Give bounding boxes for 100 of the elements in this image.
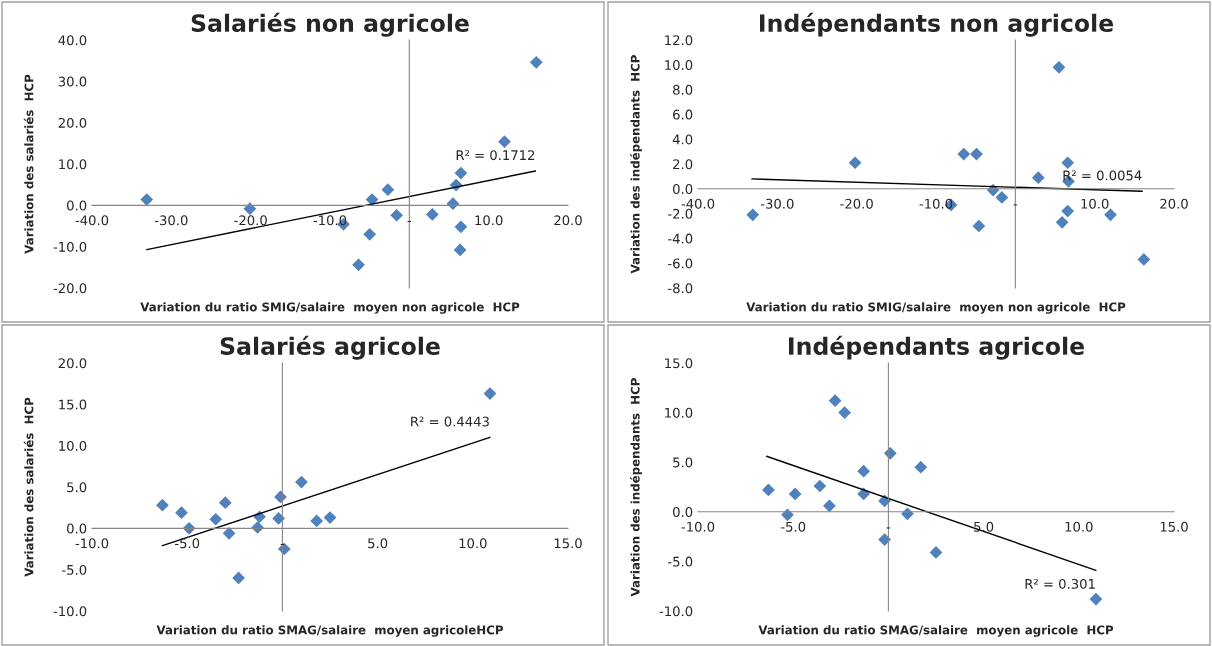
point <box>972 219 986 233</box>
y-tick-label: -10.0 <box>53 241 87 252</box>
x-tick-label: 10.0 <box>1065 521 1093 532</box>
x-tick-label: 10.0 <box>459 538 487 549</box>
y-tick-label: 10.0 <box>665 407 693 418</box>
y-axis-title: Variation des salariés HCP <box>23 74 34 254</box>
y-tick-label: 0.0 <box>673 507 693 517</box>
annotation: R² = 0.4443 <box>411 416 489 427</box>
x-tick-label: 10.0 <box>475 215 503 226</box>
point <box>957 147 971 161</box>
point <box>218 496 232 510</box>
point <box>914 460 928 474</box>
y-tick-label: 15.0 <box>59 399 87 410</box>
point <box>453 243 467 257</box>
point <box>857 464 871 478</box>
point <box>272 512 285 525</box>
x-tick-label: -5.0 <box>780 521 806 532</box>
y-tick-label: 10.0 <box>59 440 87 451</box>
x-axis-title: Variation du ratio SMIG/salaire moyen non agricole HCP <box>140 302 520 314</box>
x-axis-title: Variation du ratio SMIG/salaire moyen non agricole HCP <box>746 302 1126 314</box>
point <box>813 479 827 493</box>
x-tick-label: 5.0 <box>974 521 994 532</box>
annotation: R² = 0.301 <box>1025 578 1095 589</box>
x-tick-label: - <box>886 527 891 529</box>
point <box>232 571 245 585</box>
point <box>529 55 543 69</box>
y-tick-label: 5.0 <box>673 457 693 468</box>
point <box>823 499 836 513</box>
point <box>390 208 403 222</box>
point <box>781 508 794 522</box>
point <box>1052 60 1066 74</box>
x-tick-label: 20.0 <box>554 215 582 226</box>
y-tick-label: 0.0 <box>673 184 693 194</box>
point <box>498 135 511 149</box>
point <box>454 220 468 234</box>
point <box>901 507 914 521</box>
point <box>140 193 154 206</box>
y-tick-label: 20.0 <box>58 117 87 128</box>
x-tick-label: -30.0 <box>154 215 188 226</box>
point <box>828 394 842 408</box>
y-axis-title: Variation des indépendants HCP <box>630 55 642 274</box>
y-tick-label: -6.0 <box>668 258 693 269</box>
point <box>277 542 291 556</box>
y-tick-label: -10.0 <box>53 606 87 617</box>
chart-title: Salariés agricole <box>220 335 440 360</box>
y-axis-title: Variation des indépendants HCP <box>630 378 642 597</box>
x-axis-title: Variation du ratio SMAG/salaire moyen agricoleHCP <box>156 625 504 637</box>
y-tick-label: 0.0 <box>67 200 87 211</box>
y-tick-label: -10.0 <box>659 606 693 617</box>
x-tick-label: 15.0 <box>1160 521 1188 532</box>
point <box>838 406 851 419</box>
chart-title: Salariés non agricole <box>191 12 469 37</box>
x-axis-title: Variation du ratio SMAG/salaire moyen agricole HCP <box>758 625 1114 637</box>
y-tick-label: -20.0 <box>53 283 87 294</box>
point <box>1061 204 1075 218</box>
y-tick-label: -8.0 <box>668 283 693 294</box>
annotation: R² = 0.0054 <box>1063 170 1142 181</box>
y-tick-label: 0.0 <box>67 523 87 534</box>
point <box>156 498 169 512</box>
y-tick-label: 20.0 <box>58 358 87 369</box>
y-tick-label: -5.0 <box>62 564 87 575</box>
point <box>175 506 188 519</box>
x-tick-label: -40.0 <box>75 215 109 226</box>
x-tick-label: -40.0 <box>681 198 715 209</box>
point <box>1137 253 1151 266</box>
y-tick-label: 15.0 <box>665 358 693 369</box>
x-tick-label: -10.0 <box>681 521 715 532</box>
point <box>848 156 862 170</box>
point <box>1089 592 1103 606</box>
x-tick-label: 15.0 <box>554 538 582 549</box>
x-tick-label: - <box>407 220 412 222</box>
y-tick-label: 40.0 <box>58 35 87 46</box>
point <box>1061 156 1075 170</box>
y-tick-label: 2.0 <box>673 159 693 170</box>
x-tick-label: 5.0 <box>368 538 388 549</box>
point <box>425 208 439 221</box>
point <box>1031 171 1045 184</box>
x-tick-label: - <box>280 543 285 545</box>
point <box>352 258 365 272</box>
chart-title: Indépendants agricole <box>789 335 1085 360</box>
y-axis-title: Variation des salariés HCP <box>23 397 34 577</box>
y-tick-label: 30.0 <box>58 76 87 87</box>
x-tick-label: 10.0 <box>1081 198 1109 209</box>
annotation: R² = 0.1712 <box>456 150 535 161</box>
x-tick-label: -10.0 <box>75 538 109 549</box>
y-tick-label: -5.0 <box>668 556 693 567</box>
point <box>995 191 1009 204</box>
y-tick-label: 10.0 <box>59 159 87 170</box>
point <box>746 208 760 222</box>
y-tick-label: 6.0 <box>673 109 693 120</box>
x-tick-label: 20.0 <box>1160 198 1188 209</box>
point <box>788 487 802 501</box>
y-tick-label: 4.0 <box>672 134 693 145</box>
point <box>1104 208 1117 222</box>
point <box>222 526 236 540</box>
point <box>363 227 377 241</box>
point <box>310 514 324 528</box>
y-tick-label: 10.0 <box>665 60 693 70</box>
point <box>1055 215 1069 229</box>
point <box>878 533 891 546</box>
